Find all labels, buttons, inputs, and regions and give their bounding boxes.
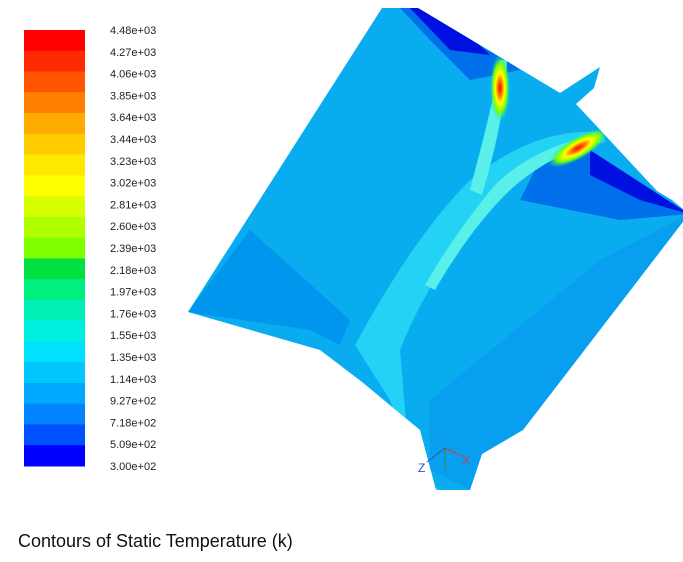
hot-spot-right [548, 128, 608, 168]
colorbar-swatch [24, 71, 85, 93]
colorbar-tick-label: 2.18e+03 [110, 265, 156, 277]
colorbar-swatch [24, 50, 85, 73]
colorbar: 4.48e+03 4.27e+03 4.06e+03 3.85e+03 3.64e+03… [24, 25, 156, 473]
colorbar-tick-label: 2.60e+03 [110, 221, 156, 233]
colorbar-swatch [24, 362, 85, 384]
colorbar-tick-label: 2.81e+03 [110, 199, 156, 211]
colorbar-tick-label: 4.48e+03 [110, 25, 156, 37]
colorbar-swatch [24, 341, 85, 363]
colorbar-swatch [24, 382, 85, 405]
colorbar-tick-label: 2.39e+03 [110, 243, 156, 255]
colorbar-tick-label: 9.27e+02 [110, 396, 156, 408]
colorbar-swatch [24, 445, 85, 467]
colorbar-tick-label: 3.23e+03 [110, 156, 156, 168]
axis-triad: Z X [418, 447, 470, 475]
colorbar-swatch [24, 196, 85, 218]
colorbar-tick-label: 4.27e+03 [110, 47, 156, 59]
colorbar-swatch [24, 175, 85, 197]
colorbar-swatch [24, 30, 85, 52]
field-jet-stream [425, 135, 600, 290]
colorbar-swatch [24, 216, 85, 239]
colorbar-swatch [24, 237, 85, 259]
colorbar-tick-label: 5.09e+02 [110, 439, 156, 451]
colorbar-swatch [24, 133, 85, 156]
field-upper-coldest [410, 8, 490, 55]
colorbar-tick-label: 1.14e+03 [110, 374, 156, 386]
plot-caption: Contours of Static Temperature (k) [18, 531, 293, 551]
colorbar-swatch [24, 299, 85, 322]
field-lower-left-cool [188, 230, 350, 345]
colorbar-tick-label: 3.64e+03 [110, 112, 156, 124]
colorbar-swatch [24, 403, 85, 425]
colorbar-swatch [24, 320, 85, 342]
colorbar-tick-label: 3.00e+02 [110, 461, 156, 473]
colorbar-swatch [24, 92, 85, 114]
colorbar-tick-label: 4.06e+03 [110, 69, 156, 81]
axis-label-x: X [462, 453, 470, 467]
colorbar-tick-label: 1.55e+03 [110, 330, 156, 342]
temperature-field [188, 8, 683, 490]
colorbar-swatch [24, 424, 85, 446]
colorbar-tick-label: 3.85e+03 [110, 90, 156, 102]
colorbar-tick-label: 1.76e+03 [110, 308, 156, 320]
field-lower-right-cool [430, 214, 683, 490]
colorbar-swatch [24, 154, 85, 176]
hot-spot-upper [490, 54, 510, 122]
colorbar-swatch [24, 113, 85, 135]
colorbar-tick-label: 7.18e+02 [110, 417, 156, 429]
colorbar-swatch [24, 279, 85, 301]
axis-label-z: Z [418, 461, 425, 475]
colorbar-tick-label: 3.02e+03 [110, 178, 156, 190]
colorbar-tick-label: 1.97e+03 [110, 287, 156, 299]
colorbar-swatch [24, 258, 85, 280]
colorbar-tick-label: 3.44e+03 [110, 134, 156, 146]
field-right-coldest [590, 150, 683, 214]
colorbar-tick-label: 1.35e+03 [110, 352, 156, 364]
